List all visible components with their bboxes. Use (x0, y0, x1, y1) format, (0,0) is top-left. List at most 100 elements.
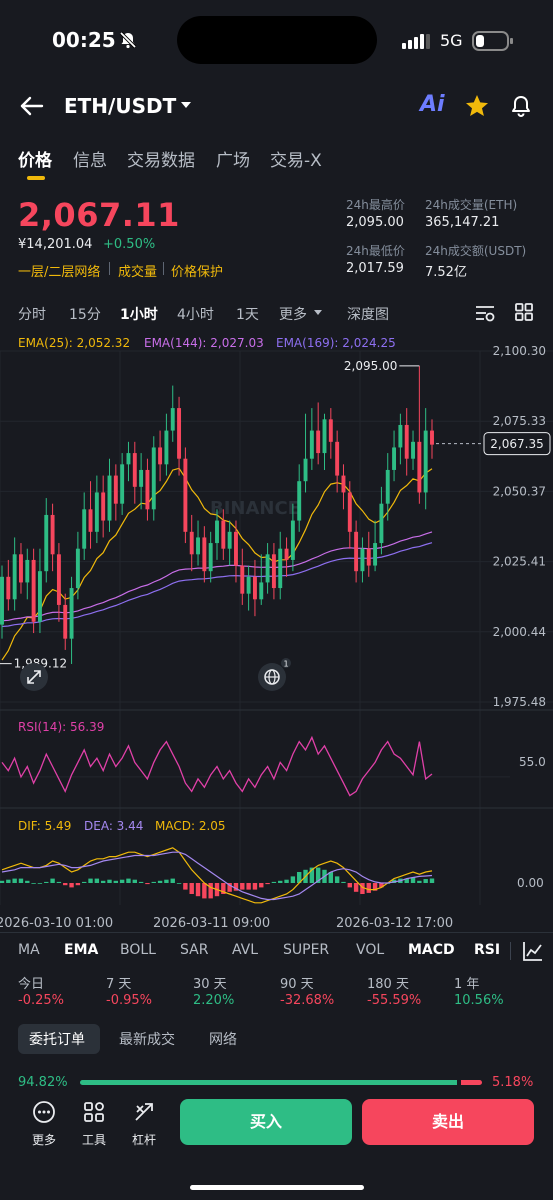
interval-4h[interactable]: 4小时 (177, 307, 214, 323)
grid-layout-icon[interactable] (514, 302, 534, 322)
ema144-line (1, 531, 433, 622)
ai-assistant-button[interactable]: Ai (420, 92, 445, 117)
pair-selector[interactable]: ETH/USDT (64, 94, 177, 118)
divider (510, 942, 511, 960)
macd-histogram-bar (195, 883, 201, 897)
macd-histogram-bar (404, 878, 409, 883)
more-caret-icon[interactable] (313, 309, 323, 317)
star-icon[interactable] (464, 93, 490, 119)
candle (215, 520, 219, 544)
indicator-rsi[interactable]: RSI (474, 942, 501, 958)
indicator-settings-icon[interactable] (522, 940, 544, 962)
back-arrow-icon[interactable] (18, 94, 46, 118)
tab-price[interactable]: 价格 (18, 151, 52, 171)
candle (208, 543, 213, 572)
indicator-avl[interactable]: AVL (232, 942, 259, 958)
candle (75, 548, 80, 589)
price-axis-label: 2,025.41 (493, 555, 546, 569)
tag-price-protection[interactable]: 价格保护 (171, 265, 224, 280)
macd-histogram-bar (271, 881, 277, 883)
tab-open-orders[interactable]: 委托订单 (29, 1032, 85, 1048)
tab-trading-data[interactable]: 交易数据 (127, 151, 195, 171)
candle (196, 537, 200, 555)
macd-histogram-bar (252, 883, 258, 890)
interval-1d[interactable]: 1天 (236, 307, 259, 323)
stat-24h-low-label: 24h最低价 (346, 244, 405, 258)
more-dots-icon (33, 1101, 55, 1123)
bell-icon[interactable] (508, 93, 534, 119)
indicator-macd[interactable]: MACD (408, 942, 455, 958)
candle (221, 520, 226, 549)
indicator-vol[interactable]: VOL (356, 942, 385, 958)
candle (126, 453, 131, 465)
candle (69, 588, 74, 639)
candlestick-chart[interactable]: BINANCE 2,100.30 2,075.33 2,050.37 2,025.41… (0, 330, 553, 940)
candles (0, 365, 434, 664)
candle (139, 469, 144, 487)
macd-histogram-bar (429, 878, 435, 883)
tag-layer-network[interactable]: 一层/二层网络 (18, 265, 101, 280)
candle (6, 576, 11, 600)
candle (360, 548, 365, 572)
macd-histogram-bar (88, 878, 93, 883)
more-button[interactable]: 更多 (24, 1100, 64, 1148)
perf-label: 1 年 (454, 977, 480, 992)
interval-more[interactable]: 更多 (279, 307, 307, 323)
indicator-ma[interactable]: MA (18, 942, 40, 958)
ema144-legend: EMA(144): 2,027.03 (144, 336, 264, 350)
rsi-axis-label: 55.0 (519, 755, 546, 769)
macd-histogram-bar (328, 872, 334, 883)
stat-24h-turnover-value: 7.52亿 (425, 265, 467, 280)
macd-histogram-bar (145, 883, 150, 885)
divider (0, 932, 553, 933)
macd-histogram-bar (265, 883, 270, 885)
candle (63, 604, 68, 639)
leverage-button[interactable]: 杠杆 (124, 1100, 164, 1148)
tab-latest-trades[interactable]: 最新成交 (119, 1032, 175, 1048)
tab-trade-x[interactable]: 交易-X (270, 151, 322, 171)
interval-depth-chart[interactable]: 深度图 (347, 307, 389, 323)
tab-square[interactable]: 广场 (216, 151, 250, 171)
expand-icon[interactable] (20, 663, 48, 691)
home-indicator (190, 1185, 364, 1190)
candle (202, 537, 207, 572)
macd-histogram-bar (132, 879, 137, 883)
svg-text:1: 1 (284, 660, 289, 669)
candle (404, 424, 409, 459)
tag-volume[interactable]: 成交量 (118, 265, 158, 280)
interval-1h[interactable]: 1小时 (120, 307, 158, 323)
perf-label: 90 天 (280, 977, 314, 992)
macd-histogram-bar (259, 883, 264, 888)
candle (379, 503, 384, 544)
candle (101, 492, 106, 521)
leverage-label: 杠杆 (131, 1133, 156, 1147)
macd-histogram-bar (113, 880, 119, 883)
indicator-super[interactable]: SUPER (283, 942, 330, 958)
indicator-ema[interactable]: EMA (64, 942, 99, 958)
indicator-sar[interactable]: SAR (180, 942, 209, 958)
macd-histogram-bar (309, 867, 315, 883)
globe-icon[interactable]: 1 (258, 658, 291, 691)
indicator-boll[interactable]: BOLL (120, 942, 156, 958)
leverage-icon (135, 1103, 153, 1121)
candle (335, 441, 340, 476)
macd-histogram-bar (63, 883, 68, 886)
macd-histogram-bar (170, 878, 175, 883)
tab-info[interactable]: 信息 (73, 151, 107, 171)
candle (322, 419, 327, 454)
macd-histogram-bar (284, 879, 289, 883)
candle (265, 554, 270, 583)
dropdown-caret-icon[interactable] (180, 100, 192, 110)
buy-button[interactable]: 买入 (180, 1099, 352, 1145)
macd-histogram-bar (208, 883, 213, 899)
interval-15m[interactable]: 15分 (69, 307, 101, 323)
tools-button[interactable]: 工具 (74, 1100, 114, 1148)
sell-button[interactable]: 卖出 (362, 1099, 534, 1145)
macd-histogram-bar (82, 881, 87, 883)
tab-network[interactable]: 网络 (209, 1032, 237, 1048)
change-percent: +0.50% (103, 237, 156, 252)
interval-time-sharing[interactable]: 分时 (18, 307, 46, 323)
macd-histogram-bar (157, 880, 163, 883)
chart-settings-icon[interactable] (474, 302, 496, 324)
candle (290, 520, 295, 560)
